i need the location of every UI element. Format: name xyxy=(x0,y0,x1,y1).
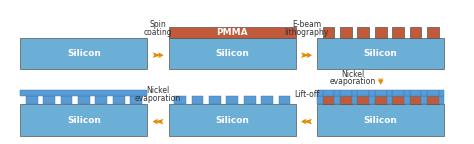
Bar xyxy=(427,96,439,105)
Bar xyxy=(357,96,369,105)
Text: Silicon: Silicon xyxy=(67,115,101,125)
Bar xyxy=(335,96,340,105)
Bar xyxy=(261,96,273,105)
Bar xyxy=(169,27,296,38)
Bar xyxy=(317,105,444,136)
Bar xyxy=(404,90,410,96)
Text: lithography: lithography xyxy=(284,28,328,37)
Text: Silicon: Silicon xyxy=(215,115,249,125)
Bar xyxy=(375,27,387,38)
Bar xyxy=(387,96,392,105)
Bar xyxy=(130,96,142,105)
Text: coating: coating xyxy=(144,28,173,37)
Text: evaporation: evaporation xyxy=(329,77,375,86)
Bar xyxy=(279,96,291,105)
Bar xyxy=(410,27,421,38)
Bar xyxy=(335,90,340,96)
Bar xyxy=(209,96,221,105)
Bar xyxy=(317,38,444,69)
Text: Silicon: Silicon xyxy=(215,49,249,58)
Bar xyxy=(357,27,369,38)
Text: E-beam: E-beam xyxy=(292,20,321,29)
Bar xyxy=(387,90,392,96)
Text: PMMA: PMMA xyxy=(217,28,248,37)
Bar xyxy=(317,96,323,105)
Bar xyxy=(61,96,73,105)
Text: evaporation: evaporation xyxy=(135,94,181,103)
Bar xyxy=(340,27,352,38)
Bar xyxy=(410,90,421,96)
Bar xyxy=(375,90,387,96)
Bar xyxy=(439,90,444,96)
Text: Spin: Spin xyxy=(150,20,166,29)
Bar xyxy=(340,96,352,105)
Bar xyxy=(78,96,90,105)
Bar xyxy=(421,90,427,96)
Bar xyxy=(369,90,375,96)
Bar xyxy=(20,90,147,96)
Bar xyxy=(404,96,410,105)
Text: Silicon: Silicon xyxy=(364,115,398,125)
Bar xyxy=(369,96,375,105)
Bar xyxy=(352,96,357,105)
Text: Silicon: Silicon xyxy=(364,49,398,58)
Bar xyxy=(323,90,335,96)
Bar xyxy=(392,90,404,96)
Bar xyxy=(174,96,186,105)
Bar xyxy=(323,27,335,38)
Bar xyxy=(421,96,427,105)
Bar xyxy=(317,90,323,96)
Text: Nickel: Nickel xyxy=(341,70,364,79)
Bar xyxy=(244,96,255,105)
Bar xyxy=(357,90,369,96)
Bar xyxy=(439,96,444,105)
Bar xyxy=(427,27,439,38)
Bar xyxy=(227,96,238,105)
Bar xyxy=(352,90,357,96)
Bar xyxy=(169,38,296,69)
Text: Nickel: Nickel xyxy=(146,86,170,95)
Bar xyxy=(26,96,37,105)
Bar xyxy=(20,105,147,136)
Bar xyxy=(410,96,421,105)
Bar xyxy=(191,96,203,105)
Text: Lift-off: Lift-off xyxy=(294,90,319,99)
Bar xyxy=(427,90,439,96)
Bar xyxy=(169,105,296,136)
Bar xyxy=(20,38,147,69)
Bar xyxy=(43,96,55,105)
Bar xyxy=(392,27,404,38)
Bar xyxy=(375,96,387,105)
Text: Silicon: Silicon xyxy=(67,49,101,58)
Bar xyxy=(340,90,352,96)
Bar xyxy=(323,96,335,105)
Bar xyxy=(392,96,404,105)
Bar xyxy=(95,96,107,105)
Bar xyxy=(113,96,125,105)
